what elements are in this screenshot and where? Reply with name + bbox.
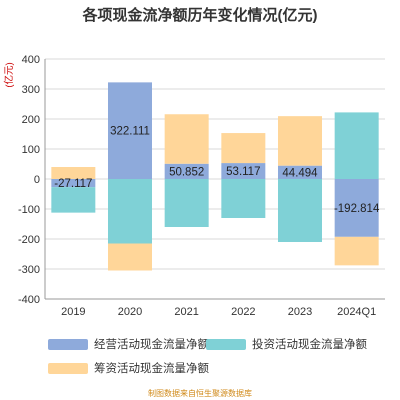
data-label: 53.117	[226, 166, 260, 178]
legend-swatch-investing	[206, 338, 246, 350]
bar-series-2-2021	[164, 114, 209, 164]
y-tick-label: 400	[22, 54, 40, 66]
axis-layer: -400 -300 -200 -100 0 100 200 300 400 2019 2020 202…	[18, 54, 385, 318]
bar-series-0-2023	[278, 165, 322, 179]
y-axis-unit-label: (亿元)	[3, 62, 15, 87]
legend-item-operating: 经营活动现金流量净额	[48, 336, 209, 352]
y-tick-label: -400	[18, 294, 40, 306]
y-tick-label: 0	[34, 174, 40, 186]
bar-series-1-2020	[108, 179, 152, 244]
legend-swatch-financing	[48, 362, 88, 374]
data-label: -27.117	[54, 178, 92, 190]
bar-series-0-2022	[221, 163, 266, 179]
x-tick-label: 2023	[288, 306, 312, 318]
chart-title: 各项现金流净额历年变化情况(亿元)	[82, 7, 318, 24]
bar-series-1-2024Q1	[334, 112, 379, 179]
x-tick-label: 2024Q1	[337, 306, 376, 318]
data-label: 322.111	[110, 126, 150, 138]
legend-label-operating: 经营活动现金流量净额	[94, 339, 209, 351]
y-tick-label: -100	[18, 204, 40, 216]
legend-item-financing: 筹资活动现金流量净额	[48, 360, 209, 376]
bar-series-1-2019	[51, 187, 96, 213]
data-label: -192.814	[334, 203, 380, 215]
bar-layer	[51, 82, 379, 271]
y-tick-label: -300	[18, 264, 40, 276]
bar-series-0-2024Q1	[334, 179, 379, 237]
bar-series-0-2021	[164, 163, 209, 179]
x-tick-label: 2022	[231, 306, 255, 318]
y-tick-label: 100	[22, 144, 40, 156]
legend-label-financing: 筹资活动现金流量净额	[94, 363, 209, 375]
bar-series-2-2023	[278, 116, 322, 166]
legend-swatch-operating	[48, 338, 88, 350]
y-tick-label: -200	[18, 234, 40, 246]
label-layer: -27.117 322.111 50.852 53.117 44.494 -192.814	[54, 126, 380, 215]
bar-series-1-2021	[164, 179, 209, 227]
bar-series-0-2020	[108, 82, 152, 179]
data-label: 44.494	[282, 167, 318, 179]
legend-label-investing: 投资活动现金流量净额	[252, 339, 367, 351]
y-tick-label: 200	[22, 114, 40, 126]
y-tick-label: 300	[22, 84, 40, 96]
source-footer: 制图数据来自恒生聚源数据库	[148, 389, 252, 398]
data-label: 50.852	[169, 166, 204, 178]
x-tick-label: 2020	[118, 306, 142, 318]
grid-layer	[45, 58, 385, 300]
bar-series-2-2019	[51, 167, 96, 179]
x-tick-label: 2021	[174, 306, 198, 318]
legend-item-investing: 投资活动现金流量净额	[206, 336, 367, 352]
bar-series-2-2024Q1	[334, 236, 379, 266]
bar-series-1-2022	[221, 179, 266, 218]
bar-series-1-2023	[278, 179, 322, 242]
bar-series-2-2020	[108, 243, 152, 271]
bar-series-2-2022	[221, 133, 266, 164]
bar-series-0-2019	[51, 179, 96, 188]
x-tick-label: 2019	[61, 306, 85, 318]
